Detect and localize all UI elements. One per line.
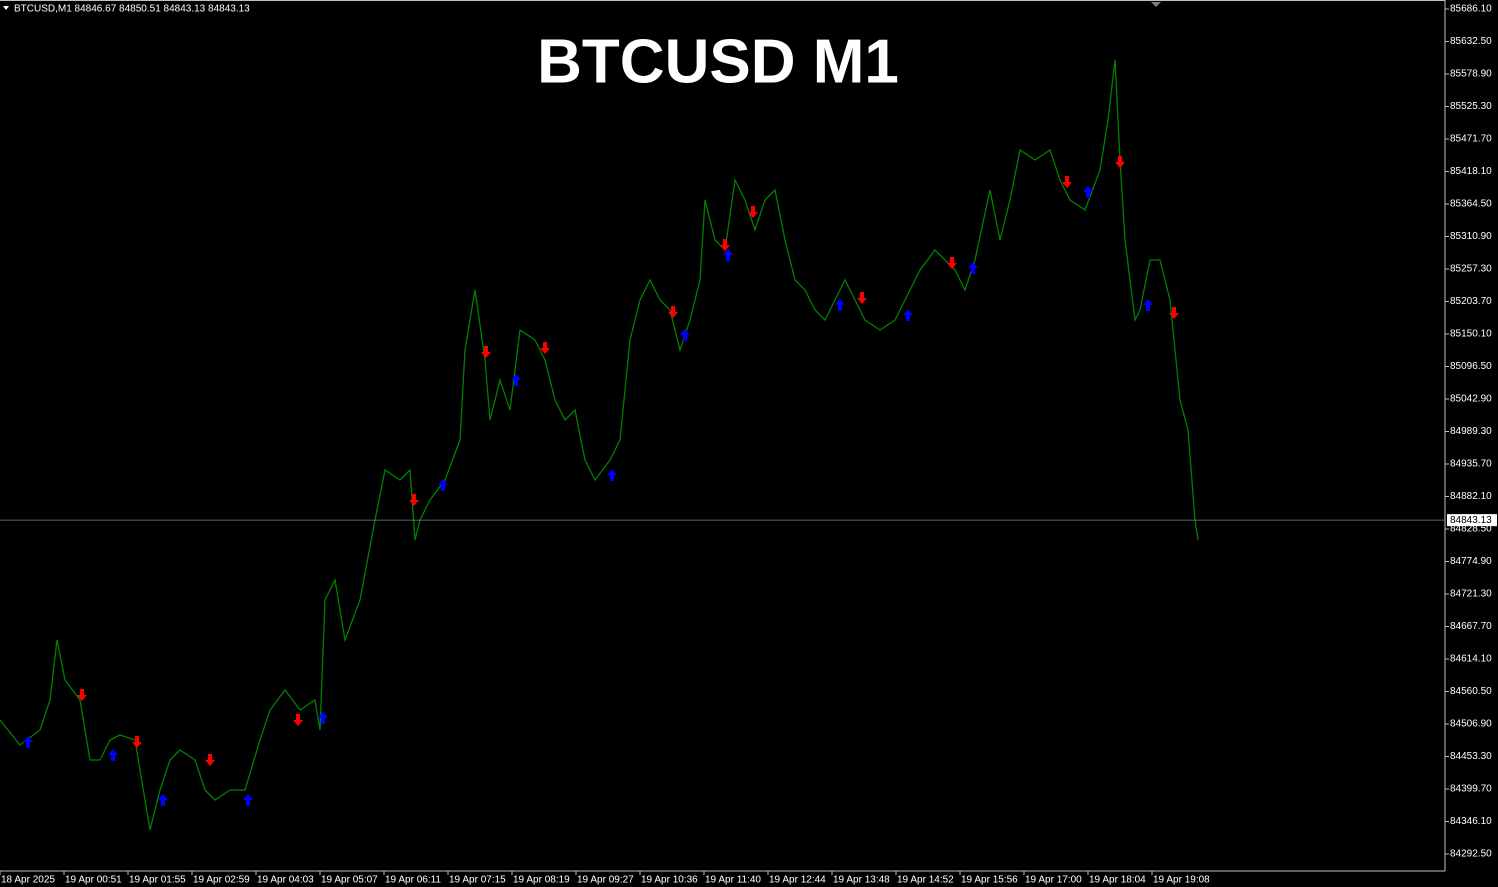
- x-tick-label: 19 Apr 18:04: [1089, 875, 1146, 886]
- buy-arrow: [243, 793, 253, 806]
- buy-arrow: [680, 328, 690, 341]
- sell-arrow: [293, 714, 303, 727]
- shift-marker: [1151, 2, 1161, 7]
- x-tick-label: 19 Apr 09:27: [577, 875, 634, 886]
- chart-title: BTCUSD M1: [537, 27, 899, 96]
- buy-arrow: [607, 468, 617, 481]
- menu-triangle[interactable]: [3, 6, 9, 10]
- y-tick-label: 85096.50: [1450, 361, 1492, 372]
- buy-arrow: [903, 309, 913, 322]
- buy-arrow: [158, 793, 168, 806]
- x-tick-label: 19 Apr 04:03: [257, 875, 314, 886]
- sell-arrow: [205, 753, 215, 766]
- y-tick-label: 85471.70: [1450, 134, 1492, 145]
- y-tick-label: 85686.10: [1450, 4, 1492, 15]
- sell-arrow: [481, 346, 491, 359]
- x-tick-label: 19 Apr 02:59: [193, 875, 250, 886]
- y-tick-label: 85525.30: [1450, 101, 1492, 112]
- x-tick-label: 19 Apr 01:55: [129, 875, 186, 886]
- buy-arrow: [23, 736, 33, 749]
- sell-arrow: [1062, 175, 1072, 188]
- sell-arrow: [668, 305, 678, 318]
- y-tick-label: 84560.50: [1450, 686, 1492, 697]
- sell-arrow: [748, 205, 758, 218]
- y-tick-label: 84935.70: [1450, 459, 1492, 470]
- buy-arrow: [318, 712, 328, 725]
- y-tick-label: 85418.10: [1450, 166, 1492, 177]
- symbol-header: BTCUSD,M1 84846.67 84850.51 84843.13 848…: [14, 4, 250, 15]
- x-tick-label: 18 Apr 2025: [1, 875, 55, 886]
- buy-arrow: [1143, 299, 1153, 312]
- sell-arrow: [1169, 307, 1179, 320]
- y-tick-label: 84774.90: [1450, 556, 1492, 567]
- sell-arrow: [409, 494, 419, 507]
- y-tick-label: 85310.90: [1450, 231, 1492, 242]
- y-tick-label: 85150.10: [1450, 329, 1492, 340]
- buy-arrow: [968, 261, 978, 274]
- y-tick-label: 84506.90: [1450, 719, 1492, 730]
- x-tick-label: 19 Apr 12:44: [769, 875, 826, 886]
- y-tick-label: 84399.70: [1450, 784, 1492, 795]
- sell-arrow: [132, 736, 142, 749]
- x-tick-label: 19 Apr 08:19: [513, 875, 570, 886]
- y-tick-label: 85578.90: [1450, 69, 1492, 80]
- y-tick-label: 84292.50: [1450, 849, 1492, 860]
- buy-arrow: [723, 248, 733, 261]
- y-tick-label: 85203.70: [1450, 296, 1492, 307]
- buy-arrow: [438, 478, 448, 491]
- buy-arrow: [835, 299, 845, 312]
- x-tick-label: 19 Apr 11:40: [705, 875, 761, 886]
- x-tick-label: 19 Apr 10:36: [641, 875, 698, 886]
- x-tick-label: 19 Apr 07:15: [449, 875, 506, 886]
- x-tick-label: 19 Apr 17:00: [1025, 875, 1082, 886]
- sell-arrow: [947, 256, 957, 269]
- x-tick-label: 19 Apr 00:51: [65, 875, 122, 886]
- x-tick-label: 19 Apr 06:11: [385, 875, 441, 886]
- sell-arrow: [1115, 155, 1125, 168]
- x-tick-label: 19 Apr 19:08: [1153, 875, 1210, 886]
- x-tick-label: 19 Apr 05:07: [321, 875, 378, 886]
- y-tick-label: 84882.10: [1450, 491, 1492, 502]
- y-tick-label: 84721.30: [1450, 589, 1492, 600]
- sell-arrow: [857, 291, 867, 304]
- y-tick-label: 84989.30: [1450, 426, 1492, 437]
- sell-arrow: [77, 689, 87, 702]
- last-price-label: 84843.13: [1450, 515, 1492, 526]
- y-tick-label: 84667.70: [1450, 621, 1492, 632]
- y-tick-label: 85632.50: [1450, 36, 1492, 47]
- buy-arrow: [1083, 185, 1093, 198]
- y-tick-label: 84453.30: [1450, 751, 1492, 762]
- x-tick-label: 19 Apr 13:48: [833, 875, 890, 886]
- price-line: [0, 59, 1199, 831]
- y-tick-label: 85364.50: [1450, 199, 1492, 210]
- sell-arrow: [720, 238, 730, 251]
- y-tick-label: 85042.90: [1450, 394, 1492, 405]
- y-tick-label: 84614.10: [1450, 654, 1492, 665]
- y-tick-label: 85257.30: [1450, 264, 1492, 275]
- y-tick-label: 84346.10: [1450, 816, 1492, 827]
- buy-arrow: [511, 374, 521, 387]
- sell-arrow: [540, 341, 550, 354]
- y-tick-label: 84828.50: [1450, 524, 1492, 535]
- buy-arrow: [108, 749, 118, 762]
- x-tick-label: 19 Apr 15:56: [961, 875, 1018, 886]
- last-price-box: [1447, 514, 1497, 527]
- x-tick-label: 19 Apr 14:52: [897, 875, 954, 886]
